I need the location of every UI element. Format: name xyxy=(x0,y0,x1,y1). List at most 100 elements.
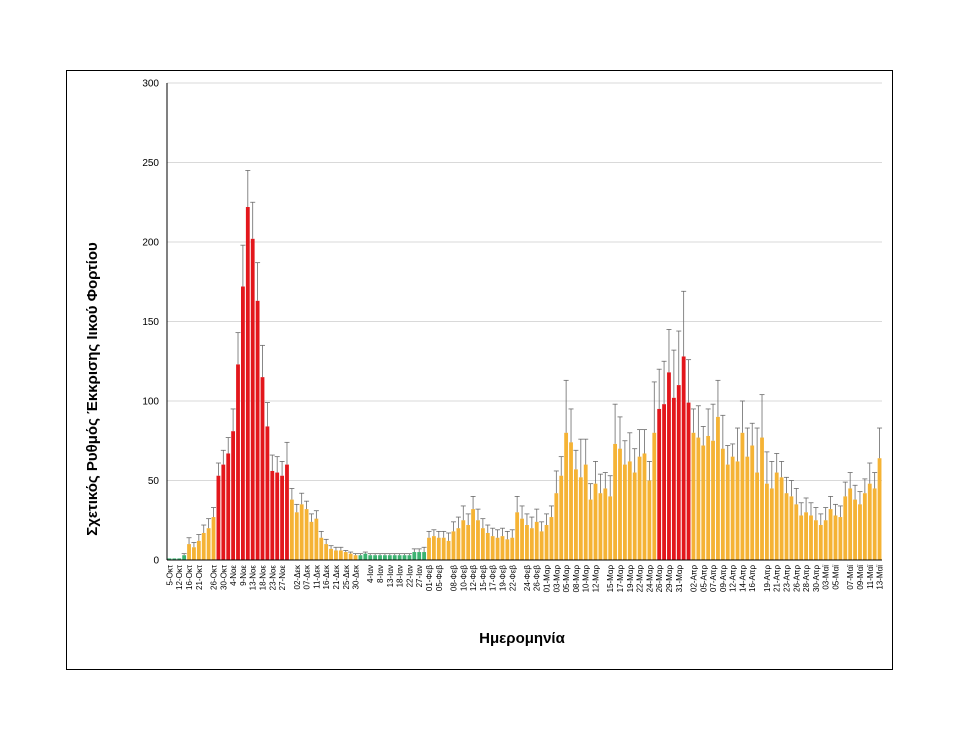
bar xyxy=(275,472,280,560)
bar xyxy=(461,520,466,560)
bar xyxy=(877,458,882,560)
bar xyxy=(574,469,578,560)
bar xyxy=(813,520,818,560)
bar xyxy=(642,453,647,560)
bar xyxy=(520,518,524,560)
bar xyxy=(319,537,324,560)
bar xyxy=(255,300,260,560)
x-tick-label: 21-Οκτ xyxy=(195,564,204,590)
bar xyxy=(696,437,701,560)
bar xyxy=(872,488,877,560)
bar xyxy=(177,558,182,560)
x-tick-label: 13-Μαϊ xyxy=(876,565,885,590)
bar xyxy=(716,416,720,560)
x-tick-label: 08-Μαρ xyxy=(572,565,581,593)
bar xyxy=(706,435,711,560)
bar xyxy=(378,555,382,560)
x-tick-label: 03-Μαρ xyxy=(552,565,561,593)
y-tick-label: 150 xyxy=(142,317,159,328)
x-tick-label: 07-Μαϊ xyxy=(846,565,855,590)
x-tick-label: 10-Μαρ xyxy=(582,565,591,593)
bar xyxy=(765,483,769,560)
y-axis-label: Σχετικός Ρυθμός Έκκρισης Ιικού Φορτίου xyxy=(84,242,101,536)
bar xyxy=(745,456,750,560)
bar xyxy=(593,483,598,560)
chart-frame: 0 50 100 150 200 250 300 5-Οκτ 12-Οκτ 16-Οκτ 21-Ο… xyxy=(66,70,893,670)
bar xyxy=(407,555,412,560)
x-tick-label: 09-Μαϊ xyxy=(856,565,865,590)
bar xyxy=(451,531,456,560)
bar xyxy=(397,555,402,560)
x-tick-label: 17-Φεβ xyxy=(489,565,498,592)
bar xyxy=(740,432,745,560)
bar xyxy=(583,464,588,560)
bar xyxy=(353,555,358,560)
bar xyxy=(755,472,760,560)
bar xyxy=(769,488,774,560)
y-tick-label: 50 xyxy=(148,476,160,487)
bar xyxy=(858,504,862,560)
x-tick-label: 21-Απρ xyxy=(773,565,782,592)
x-tick-label: 15-Φεβ xyxy=(479,565,488,592)
bar xyxy=(324,544,329,560)
y-tick-label: 200 xyxy=(142,238,159,249)
bar xyxy=(843,496,848,560)
bar xyxy=(578,477,583,560)
bar xyxy=(515,512,520,560)
bar xyxy=(427,537,431,560)
x-tick-label: 12-Απρ xyxy=(729,565,738,592)
bar xyxy=(789,496,794,560)
x-tick-label: 22-Φεβ xyxy=(508,565,517,592)
bar xyxy=(652,432,657,560)
bar xyxy=(544,525,549,560)
bar xyxy=(280,475,284,560)
bar xyxy=(490,536,495,560)
bar xyxy=(201,532,206,560)
x-tick-label: 26-Οκτ xyxy=(210,564,219,590)
x-tick-label: 23-Νοε xyxy=(268,565,277,591)
bar xyxy=(549,517,554,560)
bar xyxy=(412,552,417,560)
bar xyxy=(647,480,652,560)
x-tick-label: 30-Απρ xyxy=(812,565,821,592)
x-tick-label: 30-Δεκ xyxy=(352,564,361,589)
bar xyxy=(485,532,490,560)
bar xyxy=(245,207,250,560)
x-tick-label: 14-Απρ xyxy=(738,565,747,592)
x-tick-label: 26-Απρ xyxy=(792,565,801,592)
bar xyxy=(564,432,569,560)
bar xyxy=(833,515,838,560)
bar xyxy=(221,464,226,560)
bar xyxy=(348,553,353,560)
bar xyxy=(867,483,872,560)
bar xyxy=(838,517,843,560)
x-tick-label: 02-Δεκ xyxy=(293,564,302,589)
x-tick-label: 18-Νοε xyxy=(258,565,267,591)
x-tick-label: 11-Δεκ xyxy=(312,564,321,589)
bar xyxy=(598,493,603,560)
bar xyxy=(691,432,696,560)
bar xyxy=(554,493,559,560)
bar xyxy=(172,558,177,560)
x-tick-label: 07-Δεκ xyxy=(303,564,312,589)
bar xyxy=(569,442,573,560)
bar xyxy=(260,377,265,560)
x-tick-label: 01-Φεβ xyxy=(425,565,434,592)
bar xyxy=(671,397,676,560)
y-tick-label: 250 xyxy=(142,158,159,169)
x-tick-label: 27-Ιαν xyxy=(415,565,424,587)
bar xyxy=(196,540,201,560)
error-bars xyxy=(181,170,883,556)
x-tick-label: 12-Μαρ xyxy=(592,565,601,593)
x-tick-label: 21-Δεκ xyxy=(332,564,341,589)
bar xyxy=(613,443,618,560)
x-tick-label: 07-Απρ xyxy=(709,565,718,592)
bar xyxy=(686,402,691,560)
bar xyxy=(510,537,515,560)
bar xyxy=(334,550,338,560)
x-tick-label: 02-Απρ xyxy=(689,565,698,592)
bar xyxy=(711,440,715,560)
bar xyxy=(603,488,608,560)
bar xyxy=(373,555,378,560)
bar xyxy=(862,493,867,560)
